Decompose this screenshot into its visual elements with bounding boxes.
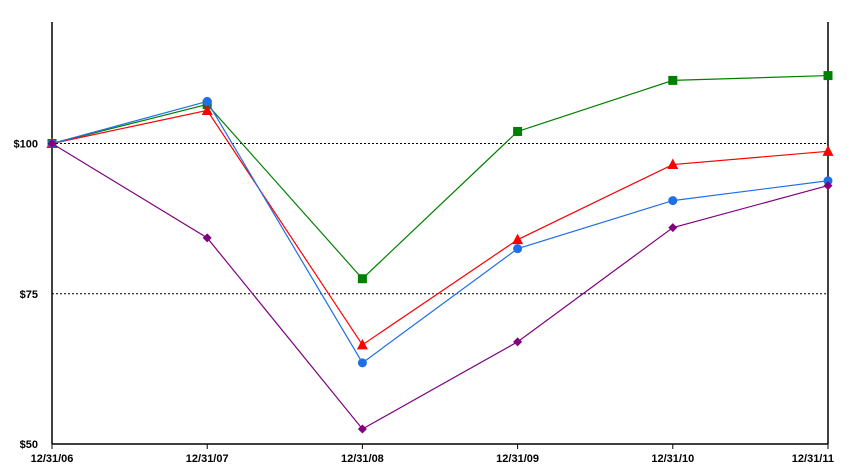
data-point-circle [668, 196, 678, 206]
series-line-diamond [51, 142, 829, 430]
gridlines [52, 143, 828, 295]
series-line-triangle [51, 109, 829, 346]
data-point-square [823, 71, 833, 81]
y-tick-label: $100 [14, 139, 38, 151]
data-point-circle [513, 244, 523, 254]
x-tick-label: 12/31/11 [792, 453, 834, 465]
series-group [46, 71, 834, 434]
data-point-circle [357, 358, 367, 368]
series-triangle [46, 104, 834, 350]
data-point-triangle [512, 233, 524, 245]
data-point-circle [823, 176, 833, 186]
data-point-square [668, 75, 678, 85]
x-tick-label: 12/31/07 [186, 453, 229, 465]
series-diamond [47, 139, 833, 434]
series-circle [47, 96, 833, 368]
data-point-triangle [667, 158, 679, 170]
x-tick-label: 12/31/08 [341, 453, 384, 465]
y-tick-label: $50 [20, 439, 38, 451]
data-point-triangle [356, 338, 368, 350]
data-point-circle [202, 96, 212, 106]
data-point-diamond [47, 139, 57, 148]
axes [51, 22, 829, 449]
y-tick-label: $75 [20, 289, 38, 301]
x-tick-labels: 12/31/06 12/31/07 12/31/08 12/31/09 12/31/10… [31, 453, 834, 465]
series-line-square [51, 74, 829, 280]
y-tick-labels: $50 $75 $100 [14, 139, 38, 452]
data-point-diamond [513, 337, 523, 347]
x-tick-label: 12/31/06 [31, 453, 74, 465]
data-point-square [357, 274, 367, 284]
data-point-diamond [668, 223, 678, 233]
data-point-triangle [201, 104, 213, 115]
series-square [47, 71, 833, 284]
data-point-square [513, 126, 523, 136]
data-point-diamond [823, 181, 833, 191]
data-point-diamond [357, 424, 367, 434]
x-tick-label: 12/31/09 [496, 453, 539, 465]
series-line-circle [51, 100, 829, 364]
data-point-diamond [202, 233, 212, 243]
data-point-triangle [822, 145, 834, 156]
x-tick-label: 12/31/10 [651, 453, 694, 465]
